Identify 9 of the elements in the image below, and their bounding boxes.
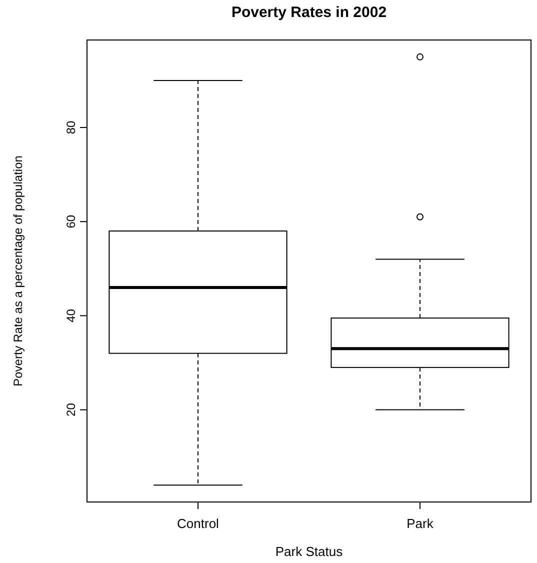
y-tick-label: 80 xyxy=(64,120,78,134)
x-tick-label: Control xyxy=(177,516,220,531)
x-tick-label: Park xyxy=(406,516,434,531)
y-tick-label: 40 xyxy=(64,308,78,322)
y-tick-label: 60 xyxy=(64,214,78,228)
y-tick-label: 20 xyxy=(64,402,78,416)
y-axis-title: Poverty Rate as a percentage of population xyxy=(11,156,25,386)
x-axis-title: Park Status xyxy=(275,544,344,559)
chart-title: Poverty Rates in 2002 xyxy=(231,4,387,21)
